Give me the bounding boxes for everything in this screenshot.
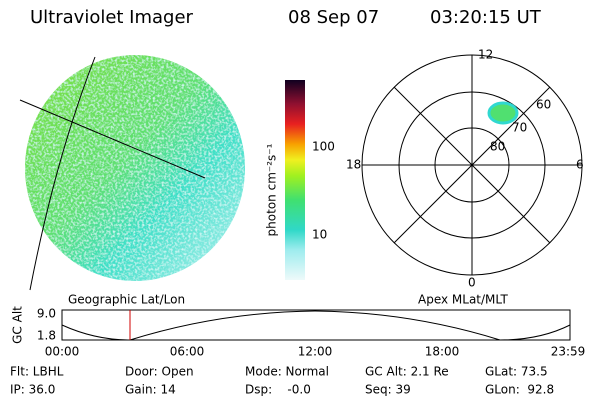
longitude-line: [29, 56, 96, 291]
orbit-x-tick: 18:00: [425, 345, 460, 359]
orbit-curve: [61, 310, 571, 341]
mlat-label: 60: [536, 98, 551, 112]
status-field: Gain: 14: [125, 383, 176, 397]
time: 03:20:15 UT: [430, 7, 542, 28]
orbit-y-label: GC Alt: [11, 306, 25, 344]
status-field: Seq: 39: [365, 383, 411, 397]
orbit-y-tick: 1.8: [37, 329, 56, 343]
apex-title: Apex MLat/MLT: [418, 293, 508, 307]
status-field: Door: Open: [125, 365, 194, 379]
status-field: GLon: 92.8: [485, 383, 554, 397]
date: 08 Sep 07: [288, 7, 379, 28]
status-field: Flt: LBHL: [10, 365, 64, 379]
mlat-label: 80: [490, 140, 505, 154]
mlt-label: 0: [468, 276, 476, 290]
colorbar: [285, 80, 305, 280]
earth-image: [25, 55, 245, 281]
orbit-x-tick: 06:00: [170, 345, 205, 359]
latitude-line: [19, 99, 206, 179]
orbit-y-tick: 9.0: [37, 307, 56, 321]
status-field: IP: 36.0: [10, 383, 55, 397]
status-field: Dsp: -0.0: [245, 383, 311, 397]
colorbar-label: photon cm⁻²s⁻¹: [265, 143, 279, 236]
aurora-spot: [487, 101, 519, 125]
status-field: Mode: Normal: [245, 365, 329, 379]
orbit-x-tick: 12:00: [298, 345, 333, 359]
mlt-label: 18: [346, 158, 361, 172]
orbit-x-tick: 23:59: [551, 345, 586, 359]
colorbar-tick: 100: [312, 140, 335, 154]
orbit-box: [61, 309, 571, 341]
mlt-label: 12: [478, 48, 493, 62]
polar-grid: [361, 54, 583, 276]
colorbar-tick: 10: [312, 228, 327, 242]
mlt-label: 6: [576, 158, 584, 172]
mlat-label: 70: [512, 121, 527, 135]
status-field: GLat: 73.5: [485, 365, 548, 379]
status-field: GC Alt: 2.1 Re: [365, 365, 449, 379]
geo-title: Geographic Lat/Lon: [68, 293, 185, 307]
title: Ultraviolet Imager: [30, 7, 194, 28]
orbit-x-tick: 00:00: [45, 345, 80, 359]
